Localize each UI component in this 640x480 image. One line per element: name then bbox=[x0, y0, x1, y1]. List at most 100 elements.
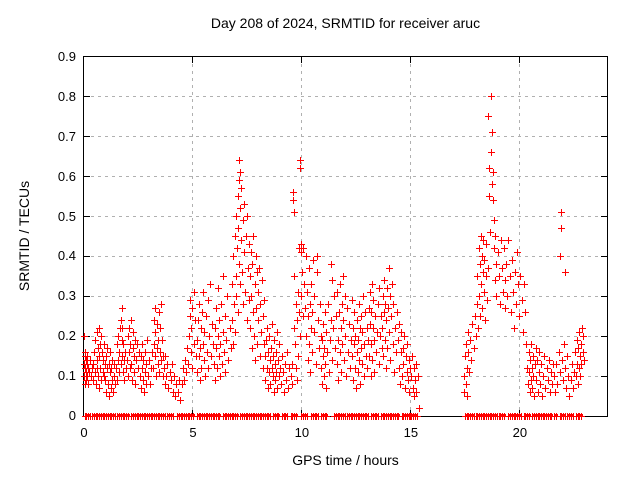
scatter-point bbox=[340, 316, 348, 324]
scatter-point bbox=[282, 360, 290, 368]
scatter-point bbox=[389, 340, 397, 348]
scatter-point bbox=[471, 312, 479, 320]
scatter-point bbox=[114, 356, 122, 364]
scatter-point bbox=[533, 356, 541, 364]
scatter-point bbox=[259, 276, 267, 284]
scatter-point bbox=[499, 288, 507, 296]
scatter-point bbox=[133, 340, 141, 348]
y-tick-right bbox=[601, 375, 607, 377]
scatter-point bbox=[335, 376, 343, 384]
scatter-point bbox=[81, 380, 89, 388]
scatter-point bbox=[241, 288, 249, 296]
scatter-point bbox=[321, 344, 329, 352]
scatter-point bbox=[344, 304, 352, 312]
scatter-point bbox=[379, 292, 387, 300]
scatter-point bbox=[353, 348, 361, 356]
scatter-point bbox=[531, 392, 539, 400]
scatter-point bbox=[83, 360, 91, 368]
scatter-point bbox=[579, 348, 587, 356]
scatter-point bbox=[410, 364, 418, 372]
zero-value-point bbox=[552, 412, 560, 420]
scatter-point bbox=[491, 244, 499, 252]
scatter-point bbox=[245, 296, 253, 304]
scatter-point bbox=[236, 260, 244, 268]
plot-area: 0 0.1 0.2 0.3 0.4 0.5 0.6 0.7 0.8 0.9 0 5 10 15 20 bbox=[58, 50, 608, 440]
scatter-point bbox=[557, 209, 565, 217]
scatter-point bbox=[110, 372, 118, 380]
scatter-point bbox=[579, 324, 587, 332]
scatter-point bbox=[323, 384, 331, 392]
scatter-point bbox=[237, 280, 245, 288]
scatter-point bbox=[211, 324, 219, 332]
y-tick-left bbox=[84, 96, 90, 98]
scatter-point bbox=[476, 292, 484, 300]
scatter-point bbox=[298, 248, 306, 256]
scatter-point bbox=[271, 360, 279, 368]
scatter-point bbox=[507, 308, 515, 316]
scatter-point bbox=[400, 332, 408, 340]
scatter-point bbox=[286, 364, 294, 372]
scatter-point bbox=[289, 189, 297, 197]
scatter-point bbox=[177, 396, 185, 404]
scatter-point bbox=[577, 372, 585, 380]
scatter-point bbox=[308, 280, 316, 288]
scatter-point bbox=[276, 364, 284, 372]
scatter-point bbox=[105, 392, 113, 400]
scatter-point bbox=[359, 328, 367, 336]
scatter-point bbox=[480, 236, 488, 244]
scatter-point bbox=[547, 368, 555, 376]
scatter-point bbox=[481, 256, 489, 264]
scatter-point bbox=[277, 380, 285, 388]
scatter-point bbox=[179, 364, 187, 372]
scatter-point bbox=[381, 276, 389, 284]
y-tick-left bbox=[84, 255, 90, 257]
h-gridline bbox=[84, 96, 607, 98]
scatter-point bbox=[98, 376, 106, 384]
scatter-point bbox=[292, 300, 300, 308]
scatter-point bbox=[490, 217, 498, 225]
scatter-point bbox=[151, 352, 159, 360]
scatter-point bbox=[309, 308, 317, 316]
scatter-point bbox=[557, 252, 565, 260]
scatter-point bbox=[119, 324, 127, 332]
scatter-point bbox=[393, 348, 401, 356]
scatter-point bbox=[187, 296, 195, 304]
zero-value-point bbox=[303, 412, 311, 420]
scatter-point bbox=[166, 368, 174, 376]
scatter-point bbox=[412, 360, 420, 368]
scatter-point bbox=[143, 360, 151, 368]
scatter-point bbox=[381, 336, 389, 344]
scatter-point bbox=[100, 356, 108, 364]
scatter-point bbox=[514, 248, 522, 256]
scatter-point bbox=[386, 292, 394, 300]
scatter-point bbox=[298, 292, 306, 300]
scatter-point bbox=[259, 364, 267, 372]
scatter-point bbox=[260, 340, 268, 348]
scatter-point bbox=[99, 348, 107, 356]
scatter-point bbox=[154, 360, 162, 368]
scatter-point bbox=[257, 300, 264, 308]
scatter-point bbox=[300, 280, 308, 288]
scatter-point bbox=[324, 348, 332, 356]
scatter-point bbox=[366, 320, 374, 328]
scatter-point bbox=[217, 300, 225, 308]
scatter-point bbox=[496, 300, 504, 308]
scatter-point bbox=[104, 344, 112, 352]
scatter-point bbox=[102, 376, 110, 384]
scatter-point bbox=[120, 368, 128, 376]
scatter-point bbox=[566, 392, 574, 400]
scatter-point bbox=[338, 368, 346, 376]
scatter-point bbox=[252, 252, 260, 260]
y-tick-label: 0.3 bbox=[57, 288, 76, 304]
scatter-point bbox=[175, 388, 183, 396]
scatter-point bbox=[558, 225, 566, 233]
scatter-point bbox=[81, 332, 89, 340]
scatter-point bbox=[172, 392, 180, 400]
scatter-point bbox=[489, 169, 497, 177]
scatter-point bbox=[569, 384, 577, 392]
scatter-point bbox=[352, 384, 360, 392]
scatter-point bbox=[250, 308, 258, 316]
scatter-point bbox=[530, 372, 538, 380]
scatter-point bbox=[348, 296, 356, 304]
